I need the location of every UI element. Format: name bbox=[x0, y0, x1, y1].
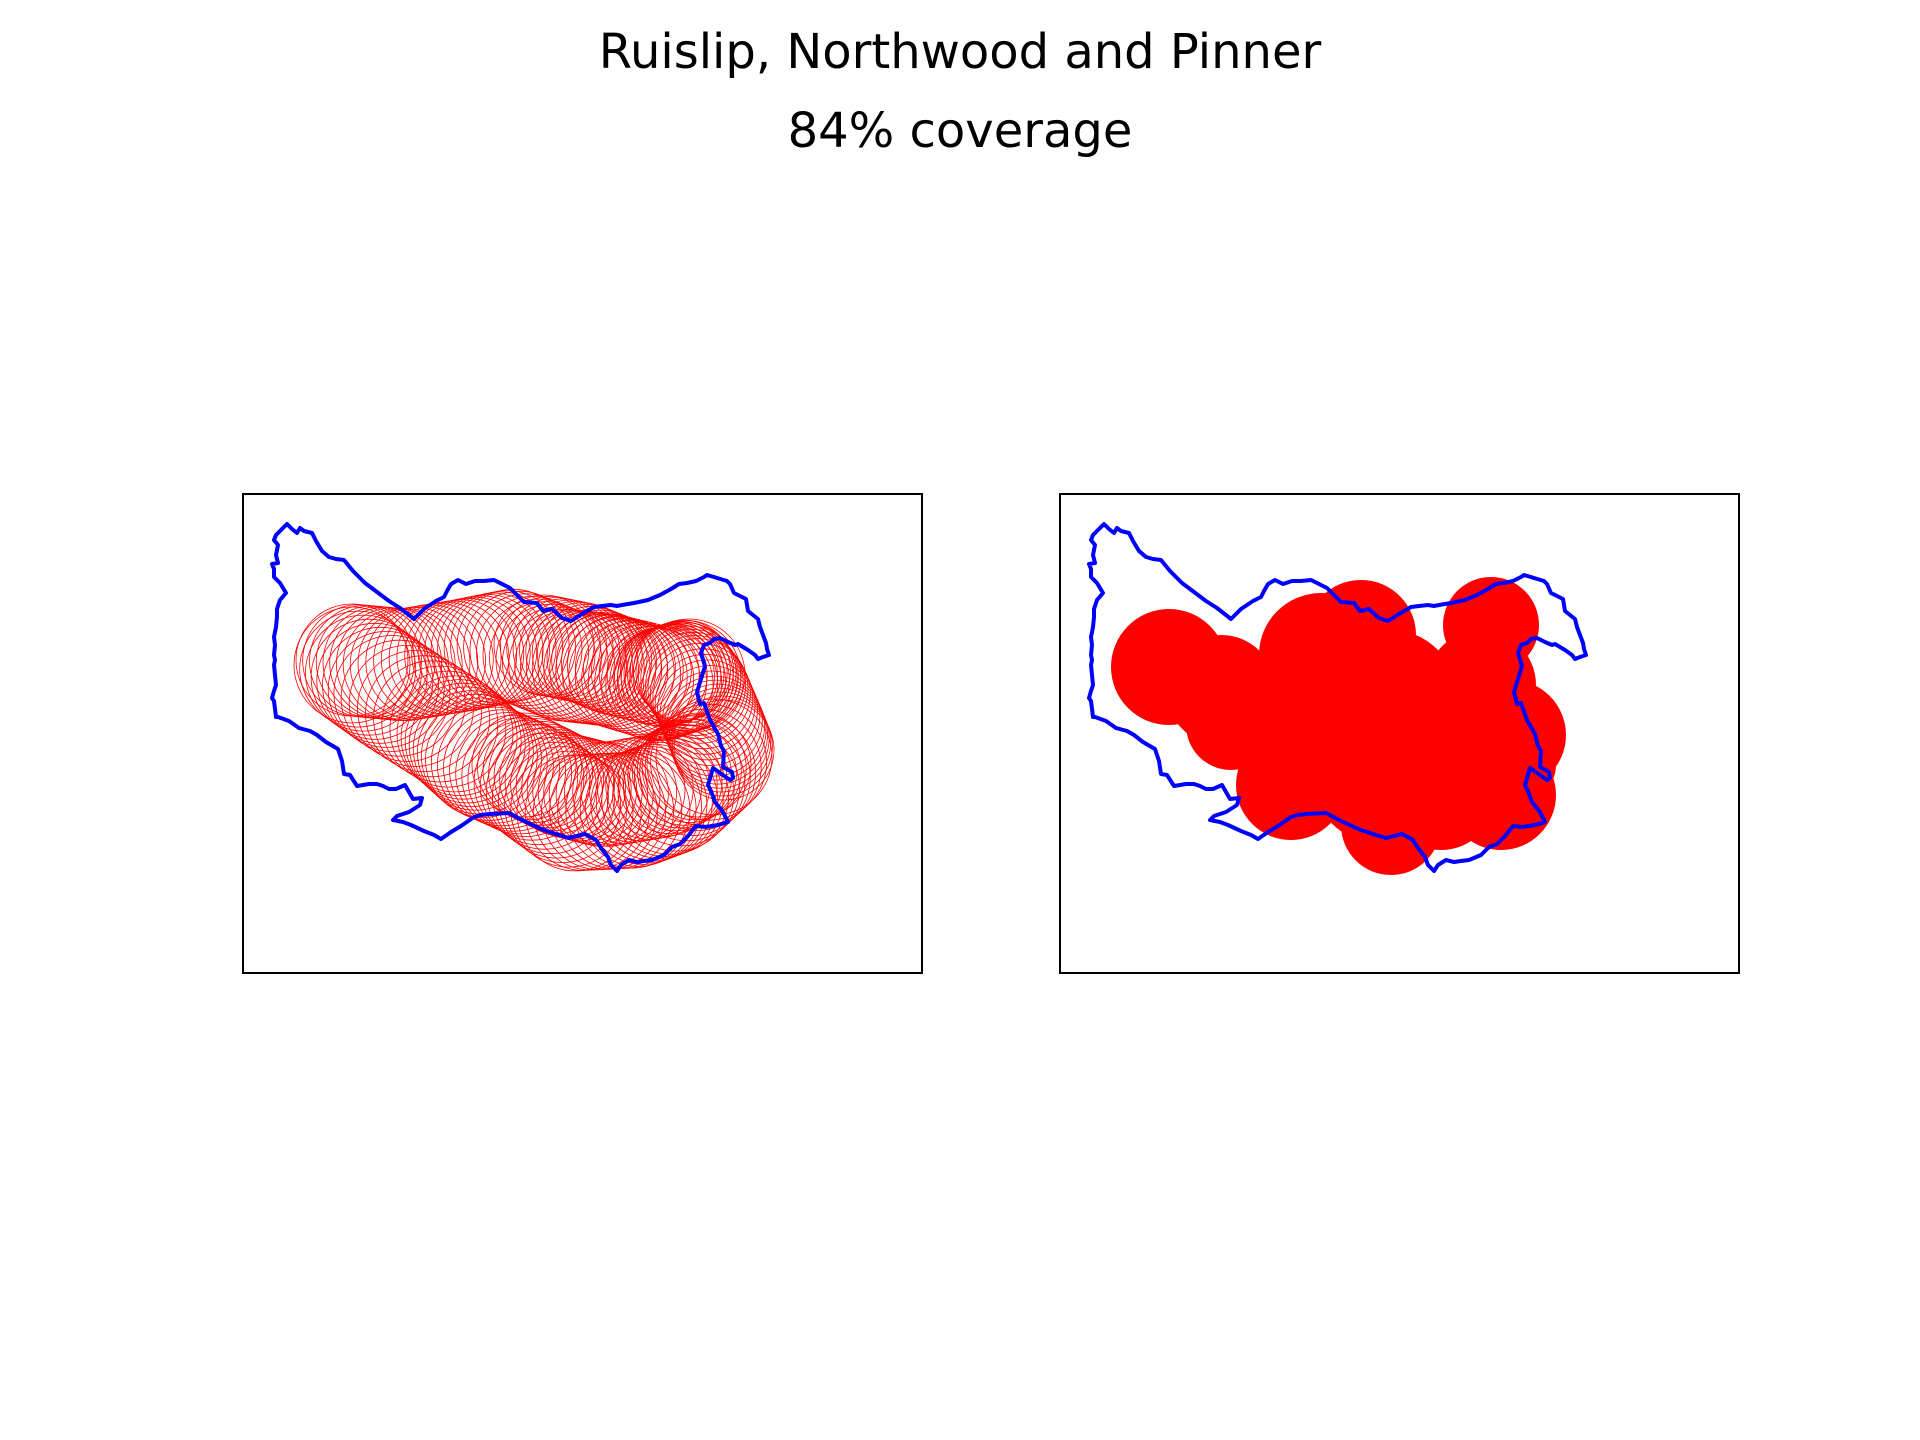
coverage-circle bbox=[526, 736, 632, 842]
coverage-circle-outlines bbox=[293, 588, 775, 872]
coverage-blob bbox=[1486, 730, 1556, 800]
coverage-circle bbox=[396, 675, 514, 793]
coverage-circle bbox=[482, 598, 596, 712]
coverage-circle bbox=[532, 737, 638, 843]
coverage-circle bbox=[365, 605, 479, 719]
coverage-circle bbox=[424, 595, 538, 709]
coverage-circle bbox=[501, 606, 615, 720]
coverage-circle bbox=[305, 614, 422, 732]
coverage-circle bbox=[654, 653, 756, 755]
coverage-area bbox=[1111, 577, 1566, 875]
coverage-blob bbox=[1396, 680, 1506, 790]
coverage-circle bbox=[322, 626, 439, 744]
coverage-circle bbox=[417, 596, 531, 710]
coverage-circle bbox=[400, 679, 518, 797]
coverage-blob bbox=[1186, 680, 1276, 770]
coverage-circle bbox=[348, 644, 466, 762]
coverage-circle bbox=[636, 718, 742, 823]
coverage-circle bbox=[632, 720, 737, 826]
coverage-circle bbox=[493, 723, 599, 829]
coverage-circles-panel bbox=[242, 493, 923, 974]
coverage-circle bbox=[649, 642, 751, 744]
coverage-circle bbox=[443, 591, 557, 705]
coverage-circle bbox=[673, 699, 775, 801]
coverage-circle bbox=[646, 712, 752, 818]
coverage-union-map bbox=[1087, 522, 1588, 875]
coverage-circles-map bbox=[270, 522, 775, 873]
coverage-circle bbox=[443, 709, 560, 827]
coverage-circle bbox=[537, 739, 643, 845]
coverage-circle bbox=[560, 613, 662, 715]
coverage-circle bbox=[467, 720, 585, 838]
coverage-circle bbox=[488, 720, 594, 826]
coverage-circle bbox=[641, 715, 747, 821]
coverage-circle bbox=[617, 729, 723, 835]
coverage-circle bbox=[536, 603, 638, 705]
coverage-circle bbox=[461, 717, 579, 835]
coverage-blob bbox=[1316, 730, 1426, 840]
coverage-union-panel bbox=[1059, 493, 1740, 974]
coverage-circle bbox=[327, 630, 445, 748]
coverage-circle bbox=[471, 712, 577, 818]
coverage-circle bbox=[645, 635, 747, 736]
coverage-circle bbox=[510, 750, 628, 868]
coverage-circle bbox=[430, 593, 544, 707]
coverage-circle bbox=[531, 602, 633, 704]
coverage-circle bbox=[295, 603, 409, 717]
coverage-circle bbox=[416, 693, 534, 811]
coverage-circle bbox=[667, 683, 769, 785]
coverage-circle bbox=[349, 608, 463, 722]
coverage-circle bbox=[574, 620, 688, 734]
coverage-circle bbox=[333, 635, 451, 752]
coverage-circle bbox=[408, 686, 526, 804]
coverage-circle bbox=[299, 610, 417, 728]
coverage-circle bbox=[549, 613, 663, 727]
coverage-circle bbox=[521, 734, 627, 840]
coverage-blob bbox=[1443, 577, 1539, 673]
coverage-circle bbox=[597, 734, 702, 840]
coverage-circle bbox=[626, 621, 728, 723]
coverage-circle bbox=[411, 597, 525, 711]
coverage-circle bbox=[579, 750, 697, 867]
coverage-circle bbox=[357, 606, 471, 720]
coverage-circle bbox=[606, 624, 708, 726]
coverage-circle bbox=[373, 660, 491, 778]
coverage-circle bbox=[637, 625, 739, 727]
coverage-circle bbox=[642, 631, 744, 733]
coverage-circle bbox=[404, 682, 522, 800]
coverage-circle bbox=[437, 592, 551, 706]
constituency-boundary bbox=[270, 522, 771, 873]
coverage-circle bbox=[598, 623, 700, 724]
coverage-circle bbox=[668, 687, 770, 789]
coverage-circle bbox=[612, 731, 718, 837]
coverage-circle bbox=[310, 618, 428, 736]
figure-title: Ruislip, Northwood and Pinner bbox=[598, 24, 1322, 80]
coverage-circle bbox=[380, 602, 494, 716]
coverage-circle bbox=[356, 650, 474, 767]
coverage-circle bbox=[671, 695, 773, 797]
coverage-circle bbox=[449, 712, 567, 829]
coverage-circle bbox=[477, 715, 582, 821]
coverage-subtitle: 84% coverage bbox=[787, 103, 1133, 159]
constituency-boundary bbox=[1087, 522, 1588, 873]
coverage-circle bbox=[388, 601, 502, 715]
coverage-circle bbox=[551, 609, 653, 711]
